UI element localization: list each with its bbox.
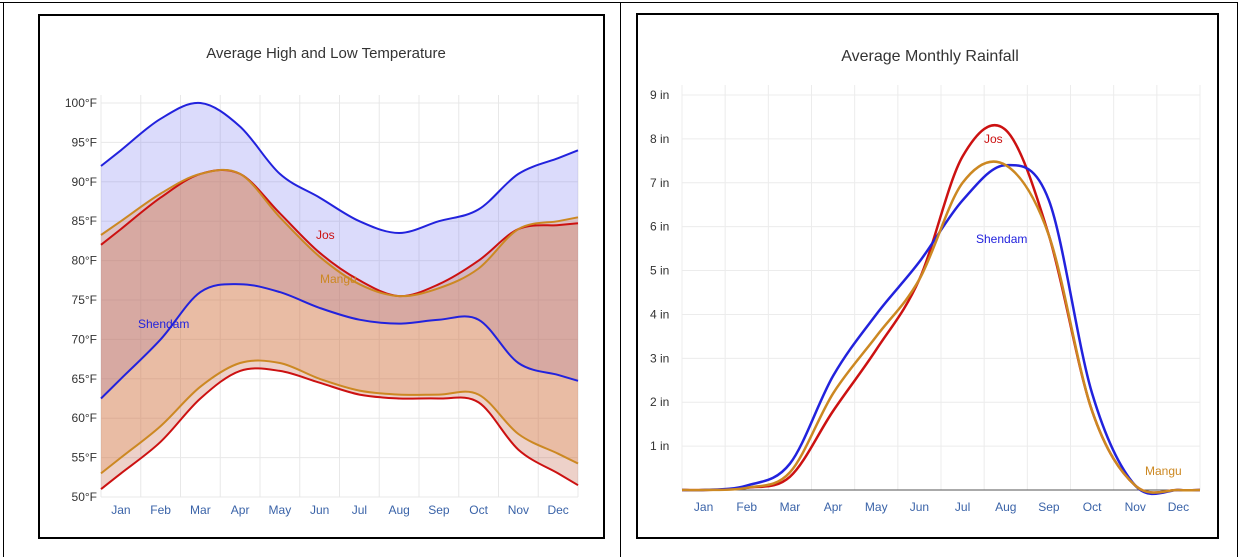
rainfall-x-tick-label: Apr xyxy=(824,500,843,514)
rainfall-y-tick-label: 7 in xyxy=(650,176,669,190)
temperature-y-tick-label: 50°F xyxy=(72,490,97,504)
temperature-high-line-mangu xyxy=(100,168,579,298)
temperature-x-tick-label: Dec xyxy=(547,503,568,517)
temperature-x-tick-label: Oct xyxy=(469,503,488,517)
frame-left-border xyxy=(3,2,4,557)
temperature-chart-title: Average High and Low Temperature xyxy=(206,45,446,62)
temperature-x-tick-label: Feb xyxy=(150,503,171,517)
rainfall-series-label-shendam: Shendam xyxy=(976,232,1027,246)
temperature-y-tick-label: 85°F xyxy=(72,214,97,228)
frame-top-border xyxy=(0,2,1238,3)
temperature-y-tick-label: 80°F xyxy=(72,254,97,268)
rainfall-x-tick-label: Aug xyxy=(995,500,1016,514)
temperature-band-mangu xyxy=(101,169,578,474)
temperature-band-shendam xyxy=(101,102,578,399)
temperature-low-line-mangu xyxy=(100,359,579,475)
rainfall-y-tick-label: 5 in xyxy=(650,264,669,278)
rainfall-x-tick-label: Feb xyxy=(736,500,757,514)
rainfall-y-tick-label: 3 in xyxy=(650,351,669,365)
temperature-band-jos xyxy=(101,169,578,490)
temperature-x-tick-label: Sep xyxy=(428,503,450,517)
temperature-y-tick-label: 55°F xyxy=(72,451,97,465)
rainfall-x-tick-label: Nov xyxy=(1125,500,1146,514)
rainfall-x-tick-label: Jun xyxy=(910,500,929,514)
temperature-y-tick-label: 60°F xyxy=(72,411,97,425)
temperature-series-label-shendam: Shendam xyxy=(138,317,189,331)
temperature-chart-panel: Average High and Low Temperature 50°F 55°… xyxy=(38,14,605,539)
temperature-y-tick-label: 70°F xyxy=(72,332,97,346)
temperature-y-tick-label: 95°F xyxy=(72,135,97,149)
temperature-low-line-shendam xyxy=(100,283,579,400)
rainfall-line-shendam xyxy=(681,163,1201,496)
rainfall-x-tick-label: Jul xyxy=(955,500,970,514)
temperature-x-tick-label: Jul xyxy=(352,503,367,517)
temperature-y-tick-label: 65°F xyxy=(72,372,97,386)
temperature-x-tick-label: Mar xyxy=(190,503,211,517)
rainfall-chart-panel: Average Monthly Rainfall 1 in 2 in 3 in 4 i… xyxy=(636,13,1219,539)
rainfall-x-tick-label: Jan xyxy=(694,500,713,514)
rainfall-series-label-mangu: Mangu xyxy=(1145,464,1182,478)
temperature-high-line-shendam xyxy=(100,101,579,235)
temperature-x-tick-label: Aug xyxy=(388,503,409,517)
rainfall-y-tick-label: 2 in xyxy=(650,395,669,409)
rainfall-series-label-jos: Jos xyxy=(984,132,1003,146)
temperature-x-tick-label: Nov xyxy=(508,503,529,517)
rainfall-chart-title: Average Monthly Rainfall xyxy=(841,48,1019,65)
frame-right-border xyxy=(1237,2,1238,557)
rainfall-x-tick-label: Dec xyxy=(1168,500,1189,514)
temperature-low-line-jos xyxy=(100,367,579,490)
temperature-x-tick-label: Apr xyxy=(231,503,250,517)
rainfall-y-tick-label: 1 in xyxy=(650,439,669,453)
temperature-y-tick-label: 75°F xyxy=(72,293,97,307)
temperature-y-tick-label: 90°F xyxy=(72,175,97,189)
rainfall-y-tick-label: 8 in xyxy=(650,132,669,146)
rainfall-x-tick-label: Oct xyxy=(1083,500,1102,514)
rainfall-x-tick-label: May xyxy=(865,500,888,514)
rainfall-y-tick-label: 9 in xyxy=(650,88,669,102)
temperature-x-tick-label: Jun xyxy=(310,503,329,517)
temperature-series-label-mangu: Mangu xyxy=(320,272,357,286)
temperature-x-tick-label: Jan xyxy=(111,503,130,517)
rainfall-y-tick-label: 4 in xyxy=(650,307,669,321)
temperature-y-tick-label: 100°F xyxy=(65,96,97,110)
rainfall-line-mangu xyxy=(681,160,1201,494)
rainfall-x-tick-label: Sep xyxy=(1038,500,1060,514)
rainfall-chart: Average Monthly Rainfall 1 in 2 in 3 in 4 i… xyxy=(650,48,1201,514)
frame-middle-divider xyxy=(620,2,621,557)
rainfall-y-tick-label: 6 in xyxy=(650,220,669,234)
rainfall-x-tick-label: Mar xyxy=(780,500,801,514)
temperature-series-label-jos: Jos xyxy=(316,228,335,242)
temperature-x-tick-label: May xyxy=(269,503,292,517)
temperature-chart: Average High and Low Temperature 50°F 55°… xyxy=(65,45,579,517)
